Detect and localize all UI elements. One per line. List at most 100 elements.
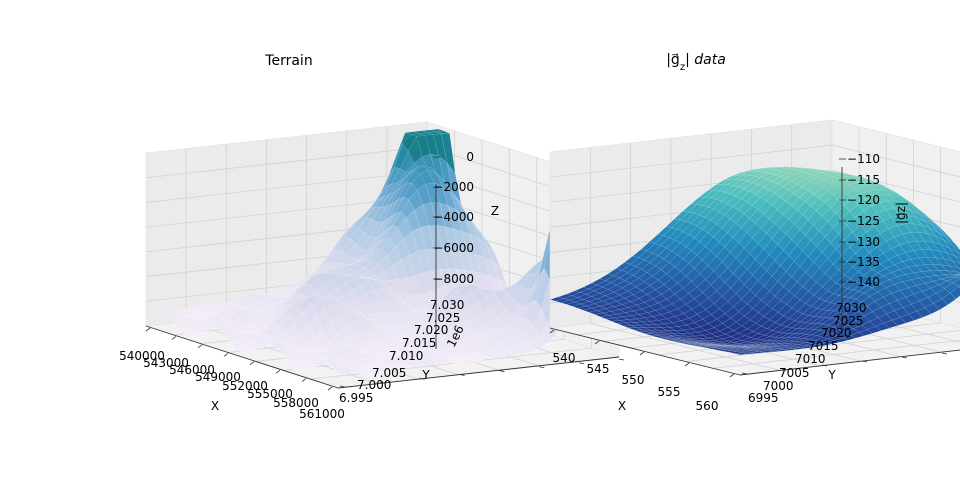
- surface-patch: [431, 355, 446, 364]
- grid-line: [685, 330, 960, 362]
- terrain-y-axis-label: Y: [421, 368, 430, 382]
- z-tick-label: −2000: [433, 180, 474, 194]
- x-tick-mark: [171, 336, 177, 340]
- grid-line: [712, 339, 960, 369]
- x-tick-label: 540000: [119, 349, 165, 363]
- z-tick-label: −8000: [433, 272, 474, 286]
- y-tick-mark: [781, 368, 788, 371]
- x-tick-label: 550: [622, 373, 645, 387]
- surface-patch: [957, 252, 960, 256]
- z-tick-label: −110: [847, 152, 880, 166]
- surface-patch: [916, 307, 932, 318]
- surface-patch: [883, 319, 898, 329]
- gz-panel: 5405455505555606995700070057010701570207…: [549, 119, 960, 413]
- surface-patch: [734, 352, 749, 355]
- y-tick-mark: [821, 364, 828, 367]
- surface-patch: [513, 342, 529, 355]
- z-tick-label: −140: [847, 275, 880, 289]
- x-tick-label: 549000: [195, 370, 241, 384]
- surface-patch: [522, 340, 537, 353]
- y-tick-label: 7025: [833, 314, 864, 328]
- surface-patch: [924, 303, 940, 315]
- x-tick-mark: [223, 352, 229, 357]
- y-tick-label: 7.020: [414, 323, 448, 337]
- surface-patch: [759, 350, 774, 353]
- x-tick-mark: [684, 362, 690, 367]
- y-tick-mark: [579, 362, 585, 365]
- y-tick-mark: [861, 360, 868, 363]
- z-tick-label: −6000: [433, 241, 474, 255]
- grid-line: [310, 347, 592, 380]
- x-tick-label: 555000: [247, 387, 293, 401]
- grid-line: [590, 323, 781, 371]
- x-tick-mark: [549, 329, 555, 334]
- z-tick-label: −135: [847, 255, 880, 269]
- x-tick-label: 555: [658, 385, 681, 399]
- surface-patch: [951, 260, 960, 269]
- y-tick-label: 7000: [763, 379, 794, 393]
- y-tick-label: 7.000: [357, 378, 391, 392]
- z-tick-label: −4000: [433, 210, 474, 224]
- y-tick-mark: [539, 366, 545, 369]
- x-tick-label: 558000: [273, 396, 319, 410]
- surface-patch: [792, 347, 807, 350]
- terrain-panel: 5400005430005460005490005520005550005580…: [119, 121, 625, 421]
- x-axis-line: [145, 325, 339, 389]
- x-tick-label: 546000: [169, 363, 215, 377]
- z-tick-label: −130: [847, 235, 880, 249]
- surface-patch: [538, 324, 554, 346]
- surface-patch: [946, 276, 960, 284]
- y-tick-label: 7020: [821, 326, 852, 340]
- terrain-x-axis-label: X: [211, 399, 219, 413]
- y-tick-label: 7030: [836, 301, 867, 315]
- z-tick-label: 0: [466, 150, 474, 164]
- y-tick-label: 6995: [748, 391, 779, 405]
- x-tick-mark: [275, 369, 281, 374]
- x-tick-label: 545: [587, 362, 610, 376]
- y-tick-label: 7015: [808, 339, 839, 353]
- surface-patch: [946, 270, 960, 275]
- x-tick-label: 543000: [143, 356, 189, 370]
- y-tick-mark: [901, 356, 908, 359]
- surface-patch: [949, 286, 960, 300]
- surface-patch: [825, 340, 841, 345]
- surface-patch: [952, 274, 960, 276]
- surface-patch: [497, 348, 513, 357]
- terrain-z-axis-label: Z: [491, 204, 499, 218]
- gz-z-axis-label: |g⃗z|: [894, 202, 908, 224]
- surface-patch: [933, 298, 948, 311]
- y-tick-label: 7010: [795, 352, 826, 366]
- surface-patch: [332, 366, 347, 375]
- x-tick-mark: [249, 361, 255, 366]
- y-tick-mark: [339, 385, 346, 388]
- surface-patch: [949, 248, 960, 259]
- surface-patch: [340, 366, 355, 374]
- surface-patch: [750, 351, 765, 354]
- x-tick-label: 552000: [222, 379, 268, 393]
- surface-patch: [891, 317, 907, 326]
- y-tick-mark: [379, 381, 385, 384]
- chart-title-gz: |g⃗z| data: [666, 52, 726, 73]
- surface-patch: [849, 332, 865, 339]
- surface-patch: [809, 344, 823, 348]
- surface-patch: [448, 359, 463, 363]
- z-tick-label: −125: [847, 214, 880, 228]
- gz-surface: [549, 166, 960, 355]
- y-tick-label: 7.005: [372, 366, 406, 380]
- y-tick-label: 7005: [779, 366, 810, 380]
- x-tick-label: 560: [696, 399, 719, 413]
- y-tick-label: 7.010: [389, 349, 423, 363]
- x-tick-mark: [197, 344, 203, 349]
- x-axis-line: [549, 327, 741, 376]
- x-tick-mark: [145, 327, 151, 332]
- chart-title-terrain: Terrain: [264, 53, 312, 69]
- y-tick-label: 7.015: [402, 336, 436, 350]
- x-tick-mark: [327, 386, 333, 391]
- y-tick-mark: [419, 377, 425, 380]
- grid-line: [549, 144, 960, 178]
- surface-patch: [949, 274, 960, 278]
- surface-patch: [372, 368, 389, 375]
- z-tick-label: −120: [847, 193, 880, 207]
